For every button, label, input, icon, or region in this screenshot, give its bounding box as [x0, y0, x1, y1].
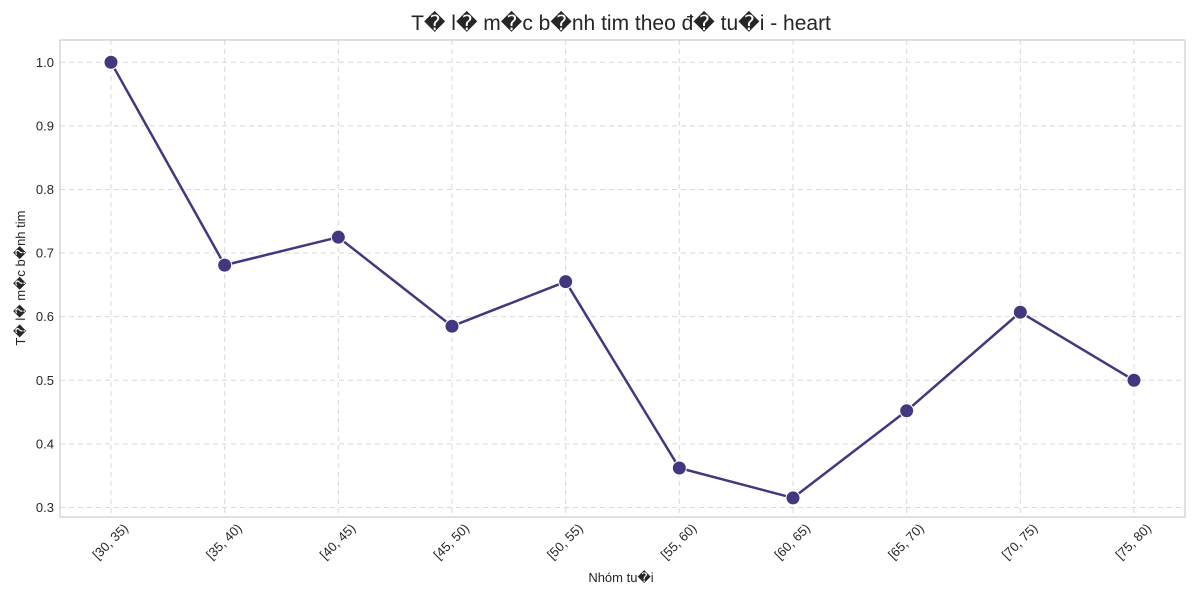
- x-tick-label: [35, 40): [203, 521, 245, 563]
- data-point: [103, 54, 119, 70]
- data-point: [671, 460, 687, 476]
- data-point: [330, 229, 346, 245]
- y-axis-label: T� l� m�c b�nh tim: [12, 211, 28, 346]
- data-point: [785, 490, 801, 506]
- y-tick-label: 0.9: [36, 118, 54, 133]
- x-tick-label: [75, 80): [1112, 521, 1154, 563]
- series-line: [109, 61, 1135, 500]
- data-point: [1126, 372, 1142, 388]
- y-axis-ticks: 0.3 0.4 0.5 0.6 0.7 0.8 0.9 1.0: [36, 55, 54, 515]
- chart-title: T� l� m�c b�nh tim theo đ� tu�i - heart: [411, 10, 831, 35]
- data-point: [899, 403, 915, 419]
- x-tick-label: [30, 35): [89, 521, 131, 563]
- data-point: [1012, 304, 1028, 320]
- grid: [60, 40, 1185, 517]
- x-tick-label: [70, 75): [999, 521, 1041, 563]
- y-tick-label: 0.5: [36, 373, 54, 388]
- data-point: [558, 274, 574, 290]
- y-tick-label: 0.8: [36, 182, 54, 197]
- x-axis-label: Nhóm tu�i: [588, 569, 653, 585]
- x-tick-label: [55, 60): [658, 521, 700, 563]
- data-point: [444, 318, 460, 334]
- x-tick-label: [60, 65): [771, 521, 813, 563]
- data-point: [217, 257, 233, 273]
- plot-frame: [59, 39, 1186, 518]
- x-tick-label: [65, 70): [885, 521, 927, 563]
- x-tick-label: [45, 50): [430, 521, 472, 563]
- y-tick-label: 0.3: [36, 500, 54, 515]
- x-axis-ticks: [30, 35) [35, 40) [40, 45) [45, 50) [50, 55)…: [89, 521, 1154, 563]
- y-tick-label: 0.4: [36, 436, 54, 451]
- x-tick-label: [40, 45): [317, 521, 359, 563]
- y-tick-label: 0.6: [36, 309, 54, 324]
- y-tick-label: 1.0: [36, 55, 54, 70]
- y-tick-label: 0.7: [36, 246, 54, 261]
- x-tick-label: [50, 55): [544, 521, 586, 563]
- series: [103, 54, 1142, 506]
